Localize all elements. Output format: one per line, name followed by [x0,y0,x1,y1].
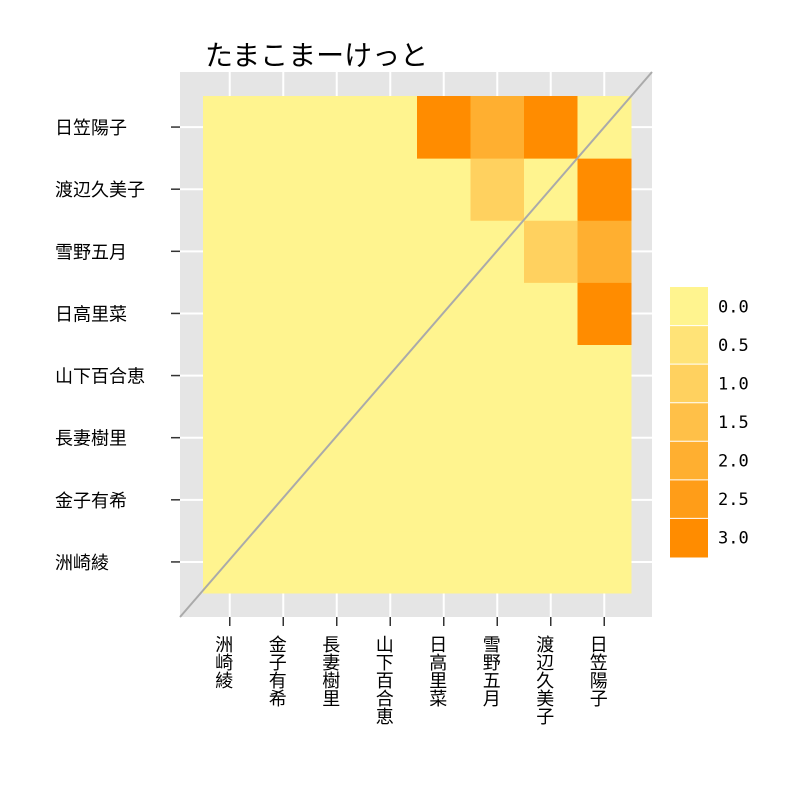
heatmap-cell [577,468,632,532]
heatmap-cell [577,158,632,221]
heatmap-cell [203,468,257,532]
y-tick-label: 金子有希 [55,491,127,512]
heatmap-cell [524,344,578,408]
y-tick-label: 洲崎綾 [55,553,109,574]
heatmap-cell [417,530,471,594]
heatmap-cell [363,220,418,283]
heatmap-cell [363,530,418,594]
y-tick-label: 山下百合恵 [55,367,145,388]
heatmap-cell [256,158,311,221]
heatmap-cell [310,344,364,408]
heatmap-cell [203,220,257,283]
heatmap-cell [363,96,418,159]
legend-label: 1.5 [718,413,749,433]
legend-swatch [670,287,708,327]
legend-swatch [670,364,708,404]
diagonal-line [179,71,653,618]
x-tick-label: 日笠陽子 [587,635,608,707]
heatmap-cell [577,530,632,594]
legend-label: 2.0 [718,452,749,472]
heatmap-cell [203,530,257,594]
heatmap-cell [577,406,632,470]
legend-swatch [670,441,708,481]
heatmap-cell [577,344,632,408]
heatmap-cells [203,96,632,594]
heatmap-cell [417,96,471,159]
heatmap-cell [203,96,257,159]
legend-swatch [670,479,708,519]
heatmap-cell [524,96,578,159]
heatmap-cell [363,468,418,532]
heatmap-cell [256,220,311,283]
heatmap-cell [256,406,311,470]
legend-label: 0.0 [718,297,749,317]
heatmap-cell [310,468,364,532]
heatmap-cell [470,158,525,221]
heatmap-cell [256,344,311,408]
heatmap-cell [417,468,471,532]
x-tick-label: 雪野五月 [480,635,501,707]
heatmap-cell [363,344,418,408]
heatmap-cell [256,96,311,159]
heatmap-cell [524,468,578,532]
legend-label: 0.5 [718,336,749,356]
legend-label: 2.5 [718,490,749,510]
heatmap-cell [470,530,525,594]
heatmap-cell [310,158,364,221]
heatmap-cell [310,220,364,283]
legend-label: 3.0 [718,529,749,549]
heatmap-cell [470,468,525,532]
legend-swatch [670,518,708,558]
y-axis: 洲崎綾 金子有希 長妻樹里 山下百合恵 日高里菜 雪野五月 渡辺久美子 日笠陽子 [55,118,180,574]
x-tick-label: 長妻樹里 [319,635,340,707]
heatmap-cell [417,158,471,221]
heatmap-cell [470,344,525,408]
legend-swatch [670,325,708,365]
heatmap-cell [310,406,364,470]
heatmap-cell [363,282,418,345]
heatmap-cell [256,468,311,532]
heatmap-cell [417,406,471,470]
heatmap-cell [470,96,525,159]
x-tick-label: 渡辺久美子 [533,635,554,725]
y-tick-label: 渡辺久美子 [55,180,145,201]
x-axis: 洲崎綾 金子有希 長妻樹里 山下百合恵 日高里菜 雪野五月 渡辺久美子 日笠陽子 [212,617,608,725]
heatmap-cell [470,406,525,470]
heatmap-cell [524,530,578,594]
heatmap-cell [470,282,525,345]
heatmap-cell [577,220,632,283]
heatmap-cell [256,282,311,345]
heatmap-cell [363,158,418,221]
heatmap-cell [203,344,257,408]
heatmap-cell [256,530,311,594]
heatmap-cell [524,282,578,345]
heatmap-cell [203,158,257,221]
heatmap-cell [310,96,364,159]
chart-title: たまこまーけっと [205,39,428,72]
heatmap-cell [203,282,257,345]
heatmap-cell [524,406,578,470]
heatmap-cell [417,344,471,408]
heatmap-cell [417,220,471,283]
y-tick-label: 長妻樹里 [55,429,127,450]
heatmap-cell [577,282,632,345]
color-legend: 0.0 0.5 1.0 1.5 2.0 2.5 3.0 [670,287,749,558]
y-tick-label: 日高里菜 [55,304,127,325]
x-tick-label: 金子有希 [266,635,287,707]
y-tick-label: 日笠陽子 [55,118,127,139]
x-tick-label: 山下百合恵 [373,635,394,725]
y-tick-label: 雪野五月 [55,242,127,263]
heatmap-cell [310,282,364,345]
heatmap-cell [524,220,578,283]
legend-label: 1.0 [718,374,749,394]
heatmap-cell [310,530,364,594]
heatmap-cell [203,406,257,470]
heatmap-cell [363,406,418,470]
x-tick-label: 洲崎綾 [212,635,233,689]
x-tick-label: 日高里菜 [426,635,447,707]
legend-swatch [670,402,708,442]
